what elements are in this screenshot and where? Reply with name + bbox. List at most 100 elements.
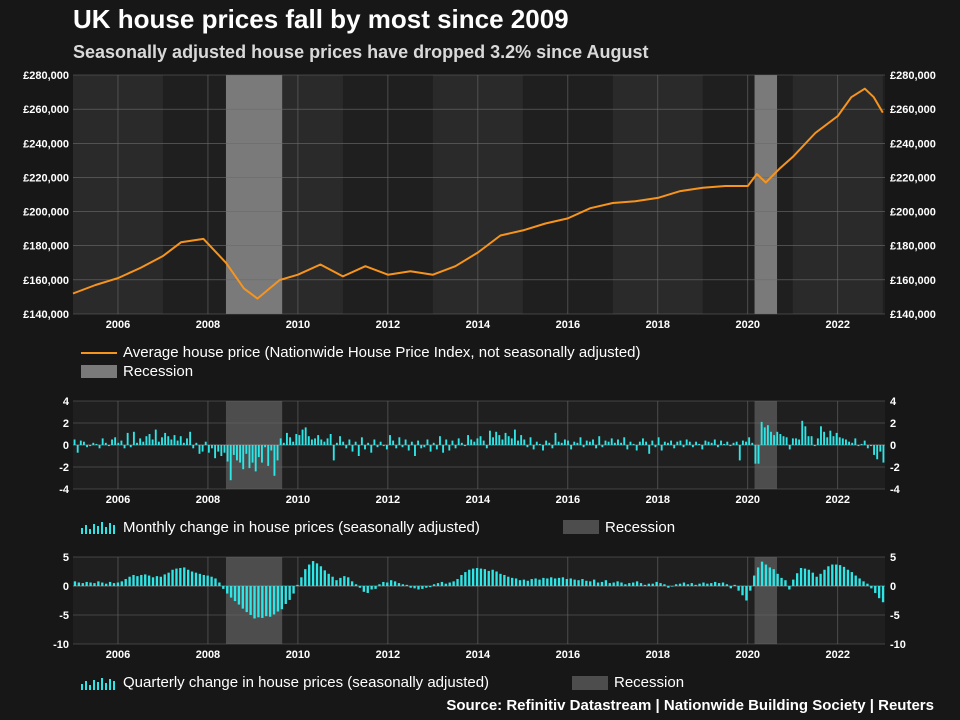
quarterly-change-bar: [772, 569, 775, 586]
monthly-change-bar: [738, 445, 741, 461]
y-tick-label-right: £180,000: [890, 241, 936, 253]
quarterly-change-bar: [456, 579, 459, 586]
x-tick-label: 2010: [286, 494, 310, 506]
swatch-bar: [101, 522, 103, 534]
quarterly-change-bar: [546, 578, 549, 586]
quarterly-change-bar: [698, 583, 701, 586]
monthly-change-bar: [179, 436, 182, 445]
monthly-change-bar: [404, 439, 407, 445]
y-tick-label-right: 0: [890, 581, 896, 593]
monthly-change-bar: [851, 442, 854, 445]
quarterly-change-bar: [241, 586, 244, 609]
quarterly-change-bar: [300, 577, 303, 586]
price-panel: £140,000 £140,000 £160,000 £160,000 £180,000…: [23, 70, 936, 331]
quarterly-change-bar: [721, 582, 725, 586]
quarterly-change-bar: [764, 564, 768, 586]
quarterly-change-bar: [714, 581, 717, 586]
quarterly-change-bar: [514, 578, 518, 586]
x-tick-label: 2010: [286, 649, 310, 661]
monthly-change-bar: [576, 442, 579, 445]
monthly-change-bar: [760, 421, 763, 445]
monthly-change-bar: [189, 431, 192, 445]
quarterly-change-bar: [690, 583, 693, 586]
y-tick-label-right: £220,000: [890, 172, 936, 184]
quarterly-change-bar: [733, 584, 736, 586]
quarterly-change-bar: [870, 586, 873, 589]
monthly-change-bar: [807, 436, 810, 445]
monthly-change-bar: [170, 439, 173, 445]
quarterly-change-bar: [581, 579, 584, 586]
y-tick-label-right: £260,000: [890, 104, 936, 116]
y-tick-label-left: £200,000: [23, 207, 69, 219]
monthly-change-bar: [373, 439, 376, 445]
quarterly-change-bar: [585, 580, 588, 586]
monthly-change-bar: [526, 445, 529, 448]
monthly-change-bar: [601, 445, 604, 448]
quarterly-change-bar: [491, 569, 494, 586]
monthly-change-bar: [829, 430, 832, 445]
quarterly-change-bar: [589, 581, 592, 586]
monthly-change-bar: [757, 445, 760, 464]
quarterly-change-bar: [737, 586, 740, 591]
monthly-change-bar: [86, 445, 88, 448]
quarterly-change-bar: [784, 580, 787, 586]
recession-shade: [754, 75, 778, 314]
quarterly-change-bar: [749, 586, 752, 591]
quarterly-change-bar: [81, 583, 84, 586]
x-tick-label: 2006: [106, 319, 130, 331]
quarterly-change-bar: [483, 569, 487, 586]
monthly-change-bar: [129, 445, 132, 448]
monthly-change-bar: [207, 445, 210, 453]
monthly-change-bar: [713, 439, 716, 445]
quarterly-change-bar: [425, 586, 428, 588]
quarterly-change-bar: [756, 567, 760, 586]
quarterly-change-bar: [854, 575, 857, 586]
monthly-change-bar: [107, 445, 110, 447]
monthly-change-bar: [407, 445, 410, 451]
quarterly-change-bar: [276, 586, 280, 612]
monthly-change-bar: [301, 429, 304, 445]
monthly-change-bar: [420, 445, 423, 449]
quarterly-change-bar: [85, 581, 88, 586]
quarterly-change-bar: [753, 575, 756, 586]
monthly-change-bar: [317, 435, 320, 445]
quarterly-change-bar: [542, 577, 545, 586]
monthly-change-bar: [548, 442, 551, 445]
monthly-change-bar: [379, 441, 382, 445]
monthly-change-bar: [426, 439, 429, 445]
swatch-bar: [109, 679, 111, 690]
monthly-change-bar: [451, 440, 454, 445]
swatch-bar: [93, 524, 95, 534]
quarterly-change-bar: [725, 584, 729, 586]
monthly-change-bar: [389, 435, 391, 445]
monthly-change-bar: [695, 441, 697, 445]
quarterly-change-bar: [421, 586, 424, 589]
monthly-change-bar: [635, 445, 638, 451]
quarterly-change-bar: [362, 586, 366, 592]
monthly-change-bar: [248, 445, 251, 469]
quarterly-change-bar: [237, 586, 241, 605]
monthly-change-bar: [545, 440, 548, 445]
y-tick-label-left: £180,000: [23, 241, 69, 253]
monthly-change-bar: [298, 435, 301, 445]
quarterly-change-bar: [382, 581, 385, 586]
quarterly-change-bar: [487, 570, 490, 586]
y-tick-label-right: 4: [890, 396, 897, 408]
monthly-change-bar: [111, 439, 113, 445]
x-tick-label: 2012: [376, 319, 400, 331]
monthly-change-bar: [92, 442, 95, 445]
monthly-change-bar: [479, 436, 482, 445]
monthly-change-bar: [832, 436, 835, 445]
quarterly-change-bar: [460, 574, 463, 586]
monthly-change-bar: [873, 445, 875, 455]
quarterly-change-bar: [503, 574, 506, 586]
monthly-change-bar: [813, 445, 816, 447]
y-tick-label-left: -4: [59, 484, 70, 496]
monthly-change-bar: [838, 437, 841, 445]
quarterly-change-bar: [776, 573, 779, 586]
monthly-change-bar: [607, 441, 610, 445]
quarterly-change-bar: [163, 574, 166, 586]
x-tick-label: 2020: [736, 494, 760, 506]
quarterly-change-bar: [694, 584, 697, 586]
monthly-change-bar: [292, 441, 295, 445]
